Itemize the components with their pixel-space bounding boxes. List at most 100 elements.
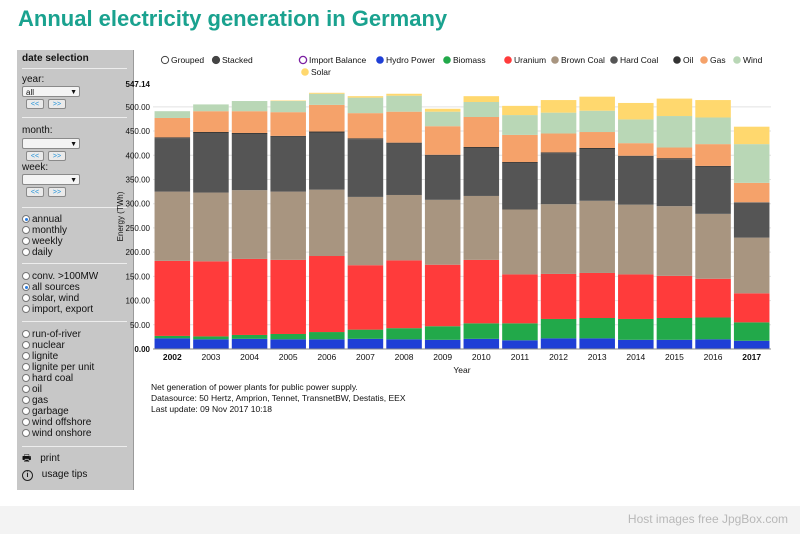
y-max-label: 547.14 <box>126 80 151 89</box>
month-select[interactable]: ▼ <box>22 138 80 149</box>
legend-marker <box>551 56 559 64</box>
bar-stack-2016[interactable] <box>695 100 731 349</box>
period-daily-option[interactable]: daily <box>22 247 53 258</box>
bar-stack-2014[interactable] <box>618 102 654 349</box>
bar-segment-hydro-power <box>502 340 538 349</box>
legend-item-biomass[interactable]: Biomass <box>443 55 486 65</box>
bar-segment-hydro-power <box>579 338 615 349</box>
type-lignite-option[interactable]: lignite <box>22 351 58 362</box>
option-label: wind offshore <box>32 417 92 428</box>
option-label: daily <box>32 247 53 258</box>
bar-segment-hydro-power <box>695 339 731 349</box>
bar-segment-uranium <box>579 272 615 319</box>
bar-stack-2015[interactable] <box>656 98 693 349</box>
bar-segment-brown-coal <box>347 196 384 266</box>
source-solar-wind-option[interactable]: solar, wind <box>22 293 79 304</box>
bar-segment-wind <box>733 144 770 183</box>
bar-stack-2004[interactable] <box>231 101 268 349</box>
legend-item-import-balance[interactable]: Import Balance <box>298 55 366 65</box>
source-all-option[interactable]: all sources <box>22 282 80 293</box>
period-monthly-option[interactable]: monthly <box>22 225 67 236</box>
legend-item-hard-coal[interactable]: Hard Coal <box>610 55 658 65</box>
radio-icon <box>22 330 30 338</box>
type-nuclear-option[interactable]: nuclear <box>22 340 65 351</box>
week-next-button[interactable]: >> <box>48 187 66 197</box>
type-lignite-per-unit-option[interactable]: lignite per unit <box>22 362 94 373</box>
type-oil-option[interactable]: oil <box>22 384 42 395</box>
type-wind-onshore-option[interactable]: wind onshore <box>22 428 91 439</box>
type-garbage-option[interactable]: garbage <box>22 406 69 417</box>
bar-segment-brown-coal <box>154 191 191 261</box>
bar-segment-gas <box>424 126 461 155</box>
legend-mode-stacked[interactable]: Stacked <box>211 55 253 65</box>
radio-icon <box>22 283 30 291</box>
bar-segment-hydro-power <box>618 339 654 349</box>
legend-item-hydro-power[interactable]: Hydro Power <box>376 55 435 65</box>
month-next-button[interactable]: >> <box>48 151 66 161</box>
legend-label: Stacked <box>222 55 253 65</box>
type-wind-offshore-option[interactable]: wind offshore <box>22 417 91 428</box>
bar-segment-uranium <box>618 274 654 319</box>
year-next-button[interactable]: >> <box>48 99 66 109</box>
usage-tips-button[interactable]: i usage tips <box>22 469 87 481</box>
bar-stack-2012[interactable] <box>540 100 577 349</box>
source-conv-option[interactable]: conv. >100MW <box>22 271 98 282</box>
y-tick-label: 0.00 <box>134 345 150 354</box>
bar-stack-2006[interactable] <box>309 92 345 349</box>
option-label: nuclear <box>32 340 65 351</box>
bar-segment-hydro-power <box>231 338 268 349</box>
legend-marker <box>376 56 384 64</box>
option-label: lignite <box>32 351 59 362</box>
y-tick-label: 350.00 <box>126 175 151 184</box>
radio-icon <box>22 396 30 404</box>
legend-item-brown-coal[interactable]: Brown Coal <box>551 55 605 65</box>
legend-item-uranium[interactable]: Uranium <box>504 55 546 65</box>
type-gas-option[interactable]: gas <box>22 395 48 406</box>
bar-stack-2009[interactable] <box>424 108 461 349</box>
y-tick-label: 50.00 <box>130 321 151 330</box>
bar-segment-gas <box>386 111 422 143</box>
bar-stack-2003[interactable] <box>193 104 229 349</box>
type-run-of-river-option[interactable]: run-of-river <box>22 329 81 340</box>
option-label: all sources <box>32 282 80 293</box>
bar-segment-gas <box>695 144 731 166</box>
y-tick-label: 200.00 <box>126 248 151 257</box>
bar-segment-uranium <box>463 259 500 324</box>
bar-stack-2011[interactable] <box>502 105 538 349</box>
radio-icon <box>22 352 30 360</box>
legend-item-gas[interactable]: Gas <box>700 55 726 65</box>
legend-item-solar[interactable]: Solar <box>301 67 331 77</box>
bar-segment-biomass <box>193 336 229 340</box>
year-prev-button[interactable]: << <box>26 99 44 109</box>
bar-segment-brown-coal <box>231 190 268 259</box>
x-tick-label: 2011 <box>511 352 530 362</box>
bar-stack-2013[interactable] <box>579 96 615 349</box>
period-annual-option[interactable]: annual <box>22 214 62 225</box>
chart-note-description: Net generation of power plants for publi… <box>151 382 358 392</box>
legend-label: Oil <box>683 55 694 65</box>
bar-segment-brown-coal <box>502 209 538 275</box>
bar-stack-2007[interactable] <box>347 96 384 349</box>
bar-stack-2017[interactable] <box>733 126 770 349</box>
year-select[interactable]: all ▼ <box>22 86 80 97</box>
month-prev-button[interactable]: << <box>26 151 44 161</box>
source-import-export-option[interactable]: import, export <box>22 304 93 315</box>
type-hard-coal-option[interactable]: hard coal <box>22 373 73 384</box>
week-prev-button[interactable]: << <box>26 187 44 197</box>
x-tick-label: 2005 <box>279 352 298 362</box>
legend-item-wind[interactable]: Wind <box>733 55 763 65</box>
week-select[interactable]: ▼ <box>22 174 80 185</box>
radio-icon <box>22 385 30 393</box>
bar-segment-oil <box>502 162 538 164</box>
bar-stack-2002[interactable] <box>154 111 191 349</box>
bar-stack-2008[interactable] <box>386 93 422 349</box>
option-label: gas <box>32 395 49 406</box>
period-weekly-option[interactable]: weekly <box>22 236 63 247</box>
bar-stack-2005[interactable] <box>270 100 306 349</box>
legend-mode-grouped[interactable]: Grouped <box>160 55 204 65</box>
print-button[interactable]: 🖶 print <box>22 453 60 464</box>
legend-marker <box>211 55 221 65</box>
bar-stack-2010[interactable] <box>463 96 500 349</box>
bar-segment-gas <box>193 111 229 133</box>
legend-item-oil[interactable]: Oil <box>673 55 694 65</box>
